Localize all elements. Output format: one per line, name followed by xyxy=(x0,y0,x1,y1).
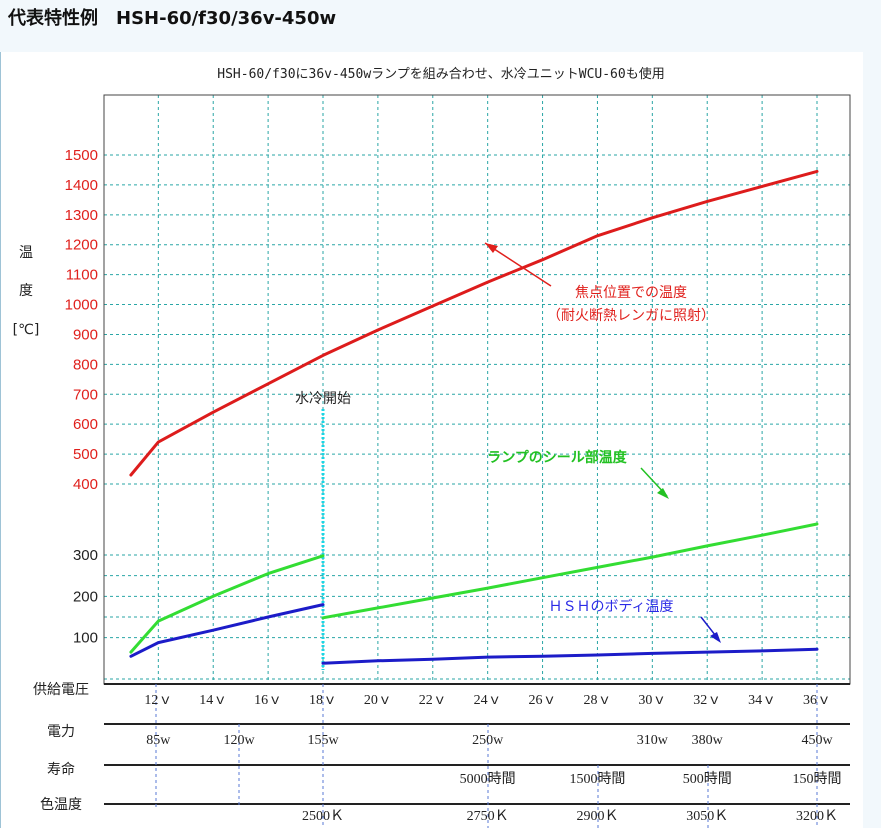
table-cell: 24ｖ xyxy=(474,693,502,708)
seal-label: ランプのシール部温度 xyxy=(487,449,628,466)
y-tick-label: 500 xyxy=(73,446,98,463)
y-axis-label: 温度 [℃] xyxy=(13,245,40,338)
table-cell: 2900Ｋ xyxy=(576,809,618,824)
table-cell: 155w xyxy=(307,733,339,748)
table-cell: 250w xyxy=(472,733,504,748)
table-cell: 120w xyxy=(223,733,255,748)
y-tick-label: 1000 xyxy=(65,297,98,314)
table-cell: 3200Ｋ xyxy=(796,809,838,824)
table-cell: 2750Ｋ xyxy=(467,809,509,824)
grid xyxy=(104,95,850,684)
y-tick-label: 1300 xyxy=(65,207,98,224)
chart: HSH-60/f30に36v-450wランプを組み合わせ、水冷ユニットWCU-6… xyxy=(13,66,851,828)
focus-sublabel: （耐火断熱レンガに照射） xyxy=(547,308,715,324)
series-lines xyxy=(129,169,819,665)
table-row-label: 電力 xyxy=(47,724,75,740)
series-line-2 xyxy=(321,647,819,665)
table-cell: 28ｖ xyxy=(583,693,611,708)
body-label: ＨＳＨのボディ温度 xyxy=(548,598,673,615)
table-cell: 150時間 xyxy=(793,771,842,787)
y-tick-label: 1100 xyxy=(66,267,98,284)
y-tick-label: 900 xyxy=(73,326,98,343)
y-tick-label: 600 xyxy=(73,416,98,433)
y-tick-label: 300 xyxy=(73,547,98,564)
y-tick-labels: 1500 1400 1300 1200 1100 1000 900 800 700 600 500 4… xyxy=(65,147,98,647)
seal-arrowhead xyxy=(657,488,669,499)
y-tick-label: 100 xyxy=(73,630,98,647)
series-line-0 xyxy=(129,169,819,477)
table-cell: 12ｖ xyxy=(144,693,172,708)
water-cool-label: 水冷開始 xyxy=(295,391,351,407)
y-tick-label: 400 xyxy=(73,476,98,493)
table-cell: 380w xyxy=(692,733,724,748)
table-cell: 1500時間 xyxy=(569,771,625,787)
y-tick-label: 1500 xyxy=(65,147,98,164)
table-cell: 14ｖ xyxy=(199,693,227,708)
annotations: 水冷開始 焦点位置での温度 （耐火断熱レンガに照射） ランプのシール部温度 ＨＳＨのボデ… xyxy=(295,242,721,643)
table-cell: 18ｖ xyxy=(309,693,337,708)
y-axis-label-part: [℃] xyxy=(13,322,40,338)
table-cell: 34ｖ xyxy=(748,693,776,708)
y-tick-label: 1200 xyxy=(65,237,98,254)
series-line-2 xyxy=(129,603,325,658)
y-tick-label: 700 xyxy=(73,386,98,403)
chart-panel: HSH-60/f30に36v-450wランプを組み合わせ、水冷ユニットWCU-6… xyxy=(0,52,863,828)
table-row-label: 色温度 xyxy=(40,796,82,813)
y-tick-label: 1400 xyxy=(65,177,98,194)
body-arrowhead xyxy=(710,632,721,643)
focus-label: 焦点位置での温度 xyxy=(575,285,687,301)
table-cell: 20ｖ xyxy=(364,693,392,708)
table-row-label: 寿命 xyxy=(47,761,75,778)
table-cell: 16ｖ xyxy=(254,693,282,708)
table-cell: 36ｖ xyxy=(803,693,831,708)
chart-subtitle: HSH-60/f30に36v-450wランプを組み合わせ、水冷ユニットWCU-6… xyxy=(217,66,664,82)
table-cell: 450w xyxy=(801,733,833,748)
table-cell: 5000時間 xyxy=(460,771,516,787)
focus-arrow xyxy=(484,242,552,287)
table-cell: 3050Ｋ xyxy=(686,809,728,824)
y-tick-label: 800 xyxy=(73,356,98,373)
table-cell: 2500Ｋ xyxy=(302,809,344,824)
table-cell: 26ｖ xyxy=(529,693,557,708)
table-cell: 500時間 xyxy=(683,771,732,787)
focus-arrowhead xyxy=(485,243,498,253)
y-axis-label-part: 度 xyxy=(19,283,33,299)
series-line-1 xyxy=(129,554,325,654)
table-cell: 30ｖ xyxy=(638,693,666,708)
spec-table: 供給電圧 12ｖ 14ｖ 16ｖ 18ｖ 20ｖ 22ｖ 24ｖ 26ｖ 28ｖ 30ｖ 32ｖ 34ｖ… xyxy=(33,682,850,828)
y-axis-label-part: 温 xyxy=(19,245,33,261)
table-cell: 32ｖ xyxy=(693,693,721,708)
table-row-label: 供給電圧 xyxy=(33,682,89,698)
y-tick-label: 200 xyxy=(73,588,98,605)
page-title: 代表特性例 HSH-60/f30/36v-450w xyxy=(8,8,337,29)
table-cell: 85w xyxy=(146,733,171,748)
table-cell: 22ｖ xyxy=(419,693,447,708)
series-line-1 xyxy=(321,522,819,620)
table-cell: 310w xyxy=(637,733,669,748)
